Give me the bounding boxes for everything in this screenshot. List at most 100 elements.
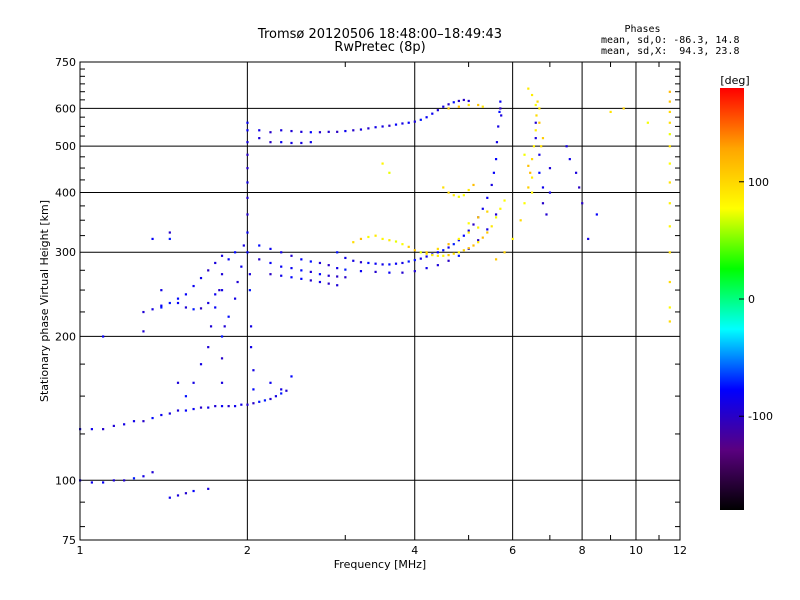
o-mode-point (132, 420, 136, 423)
o-mode-point (274, 395, 278, 398)
o-mode-point (447, 246, 450, 249)
o-mode-point (242, 244, 245, 247)
x-mode-point (540, 145, 543, 148)
o-mode-point (151, 471, 154, 474)
o-mode-point (318, 131, 322, 134)
o-mode-point (223, 325, 226, 328)
o-mode-point (300, 141, 303, 145)
o-mode-point (534, 121, 537, 124)
x-mode-point (622, 107, 625, 110)
x-mode-point (467, 247, 470, 250)
o-mode-point (280, 274, 283, 277)
o-mode-point (280, 265, 283, 268)
y-tick-label: 300 (55, 246, 76, 259)
x-mode-point (503, 251, 506, 254)
o-mode-point (280, 251, 283, 254)
o-mode-point (246, 129, 249, 132)
o-mode-point (280, 141, 283, 144)
o-mode-point (359, 270, 363, 273)
o-mode-point (327, 274, 330, 277)
x-mode-point (352, 241, 355, 244)
o-mode-point (494, 158, 498, 161)
o-mode-point (374, 262, 377, 265)
o-mode-point (500, 114, 503, 117)
x-mode-point (442, 254, 445, 257)
x-mode-point (668, 133, 671, 136)
x-mode-point (367, 235, 370, 239)
o-mode-point (227, 405, 230, 408)
o-mode-point (168, 237, 171, 241)
o-mode-point (401, 271, 404, 274)
o-mode-point (309, 141, 312, 144)
x-mode-point (381, 237, 384, 241)
x-mode-point (462, 194, 465, 197)
x-tick-label: 10 (629, 544, 643, 557)
x-mode-point (668, 181, 671, 184)
x-mode-point (523, 202, 526, 205)
o-mode-point (407, 260, 410, 263)
o-mode-point (269, 131, 272, 134)
o-mode-point (568, 158, 571, 161)
o-mode-point (300, 277, 303, 280)
x-mode-point (457, 195, 460, 198)
colorbar-tick-label: 0 (748, 293, 755, 306)
o-mode-point (246, 141, 249, 144)
o-mode-point (102, 428, 105, 431)
o-mode-point (367, 261, 370, 265)
o-mode-point (168, 231, 171, 234)
o-mode-point (327, 130, 330, 133)
o-mode-point (452, 101, 455, 104)
x-mode-point (477, 226, 480, 229)
x-axis-ticks: 1 2 4 6 8 10 12 (77, 62, 687, 557)
x-mode-point (668, 162, 671, 165)
o-mode-point (246, 403, 249, 406)
y-tick-label: 75 (62, 534, 76, 547)
o-mode-point (447, 259, 450, 262)
colorbar-tick-label: -100 (748, 410, 773, 423)
o-mode-point (595, 213, 598, 216)
o-mode-point (290, 129, 293, 133)
o-mode-point (246, 251, 249, 254)
x-mode-point (668, 100, 671, 103)
o-mode-point (192, 489, 195, 493)
o-mode-point (207, 301, 210, 305)
o-mode-point (90, 481, 93, 484)
x-mode-point (481, 236, 484, 239)
x-mode-point (494, 216, 498, 219)
x-mode-point (530, 176, 534, 179)
o-mode-point (214, 306, 217, 309)
o-mode-point (249, 346, 253, 349)
o-mode-point (252, 369, 255, 372)
x-tick-label: 2 (244, 544, 251, 557)
o-mode-point (498, 110, 501, 114)
o-mode-point (374, 126, 377, 129)
o-mode-point (352, 259, 355, 262)
x-mode-point (407, 245, 410, 248)
o-mode-point (300, 269, 303, 272)
x-mode-point (472, 244, 475, 247)
x-mode-point (467, 103, 470, 107)
o-mode-point (258, 258, 261, 261)
o-mode-point (192, 381, 195, 384)
o-mode-point (300, 130, 303, 133)
o-mode-point (160, 289, 163, 292)
o-mode-point (462, 98, 465, 102)
x-axis-label: Frequency [MHz] (334, 558, 426, 571)
o-mode-point (142, 475, 145, 478)
o-mode-point (381, 263, 384, 266)
o-mode-point (388, 124, 391, 127)
x-mode-point (457, 251, 460, 254)
o-mode-point (269, 397, 272, 401)
o-mode-point (151, 416, 154, 420)
o-mode-point (394, 262, 398, 265)
o-mode-point (220, 381, 224, 384)
o-mode-point (142, 310, 145, 314)
o-mode-point (374, 270, 377, 273)
o-mode-point (214, 293, 217, 296)
o-mode-point (290, 254, 293, 257)
o-mode-point (252, 388, 255, 391)
o-mode-point (192, 284, 195, 288)
o-mode-point (344, 129, 347, 133)
o-mode-point (581, 202, 584, 205)
o-mode-point (209, 325, 213, 328)
